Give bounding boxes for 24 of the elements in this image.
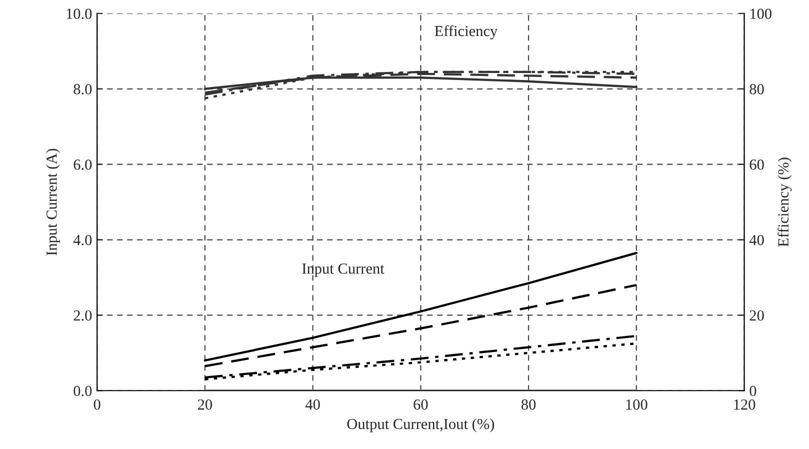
y-tick-label: 4.0 — [73, 234, 92, 246]
y2-tick-label: 0 — [750, 386, 756, 396]
annotation: Input Current — [302, 263, 384, 277]
y-tick-label: 2.0 — [74, 310, 92, 321]
annotation: Efficiency — [434, 25, 498, 40]
x-tick-label: 80 — [521, 399, 536, 410]
x-tick-label: 120 — [734, 399, 756, 410]
x-tick-label: 20 — [198, 399, 212, 410]
y2-tick-label: 60 — [750, 159, 764, 170]
y-tick-label: 0.0 — [74, 386, 92, 396]
x-tick-label: 60 — [414, 399, 428, 410]
y-axis-title: Input Current (A) — [46, 148, 60, 256]
y-tick-label: 8.0 — [74, 84, 92, 94]
y-tick-label: 6.0 — [74, 159, 92, 170]
x-tick-label: 100 — [626, 399, 648, 410]
x-axis-title: Output Current,Iout (%) — [347, 418, 494, 432]
y-tick-label: 10.0 — [66, 8, 92, 19]
y2-tick-label: 20 — [750, 310, 764, 321]
y2-axis-title: Efficiency (%) — [778, 158, 792, 247]
y2-tick-label: 80 — [750, 84, 764, 94]
y2-tick-label: 100 — [750, 8, 772, 19]
y2-tick-label: 40 — [749, 234, 764, 246]
x-tick-label: 0 — [94, 399, 100, 410]
x-tick-label: 40 — [305, 399, 320, 410]
